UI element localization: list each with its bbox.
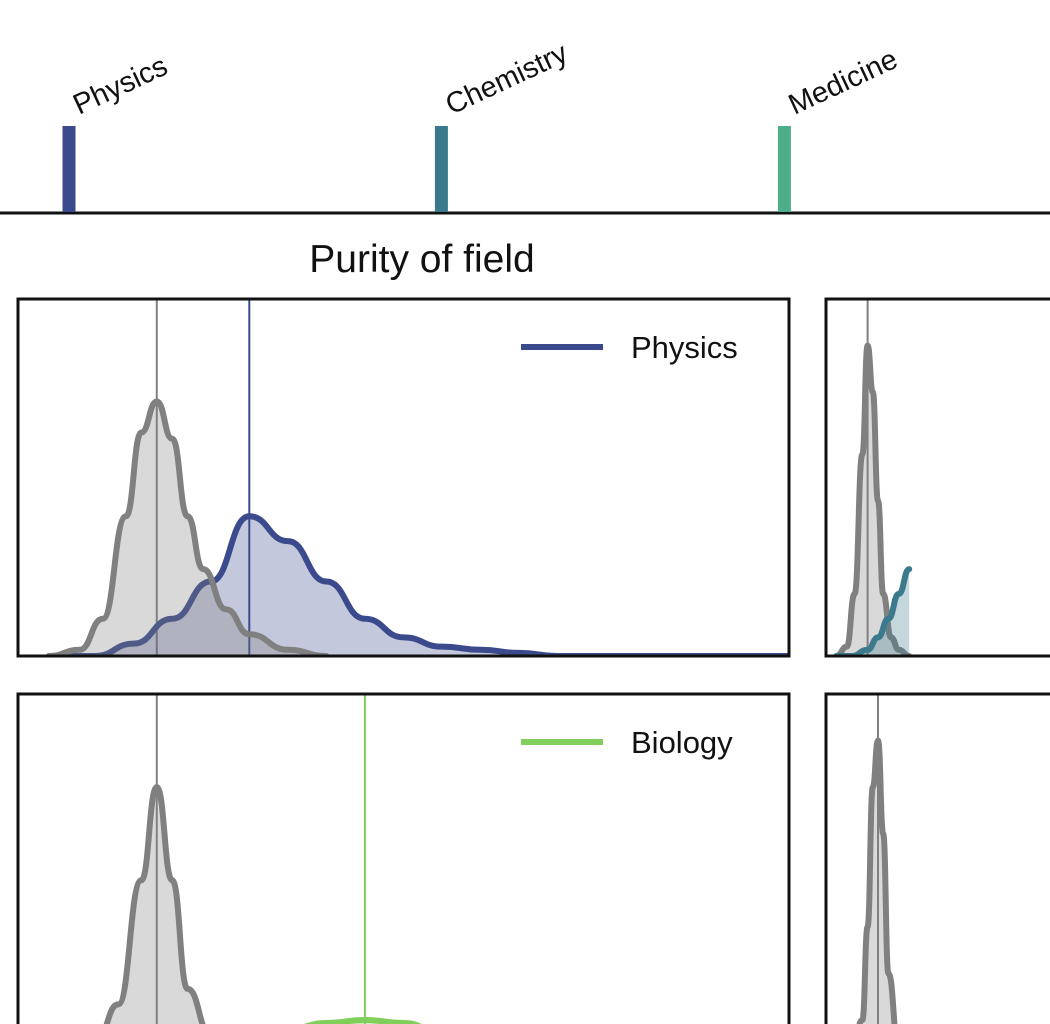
density-fill-baseline xyxy=(48,401,327,656)
panel-bottom-left: Biology xyxy=(16,692,791,1024)
panel-plot-area xyxy=(833,299,913,656)
density-curve-baseline xyxy=(45,398,330,656)
legend-label-physics: Physics xyxy=(631,330,738,365)
density-curve-biology xyxy=(303,1016,422,1024)
density-fill-physics xyxy=(48,516,789,656)
field-label-medicine: Medicine xyxy=(784,43,903,121)
panel-bottom-right xyxy=(824,692,1050,1024)
panel-plot-area xyxy=(45,299,789,656)
panel-top-right xyxy=(824,297,1050,658)
field-label-physics: Physics xyxy=(68,50,172,121)
density-curve-baseline xyxy=(833,342,913,656)
panels: Physics Biology xyxy=(16,297,1050,1024)
panel-plot-area xyxy=(103,694,422,1024)
density-curve-baseline xyxy=(103,784,206,1024)
legend-label-biology: Biology xyxy=(631,725,733,760)
panel-frame xyxy=(16,692,791,1024)
figure-title: Purity of field xyxy=(309,238,534,281)
panel-top-left: Physics xyxy=(16,297,791,658)
density-fill-baseline xyxy=(106,787,203,1024)
panel-frame xyxy=(824,297,1050,658)
panel-frame xyxy=(16,297,791,658)
density-fill-chemistry xyxy=(836,569,910,656)
field-label-chemistry: Chemistry xyxy=(441,37,573,121)
field-axis: Physics Chemistry Medicine xyxy=(0,37,1050,215)
panel-plot-area xyxy=(856,694,898,1024)
panel-frame xyxy=(824,692,1050,1024)
density-curve-chemistry xyxy=(833,566,913,656)
density-curve-physics xyxy=(45,513,789,656)
density-fill-baseline xyxy=(836,345,910,656)
density-curve-baseline xyxy=(856,737,898,1024)
